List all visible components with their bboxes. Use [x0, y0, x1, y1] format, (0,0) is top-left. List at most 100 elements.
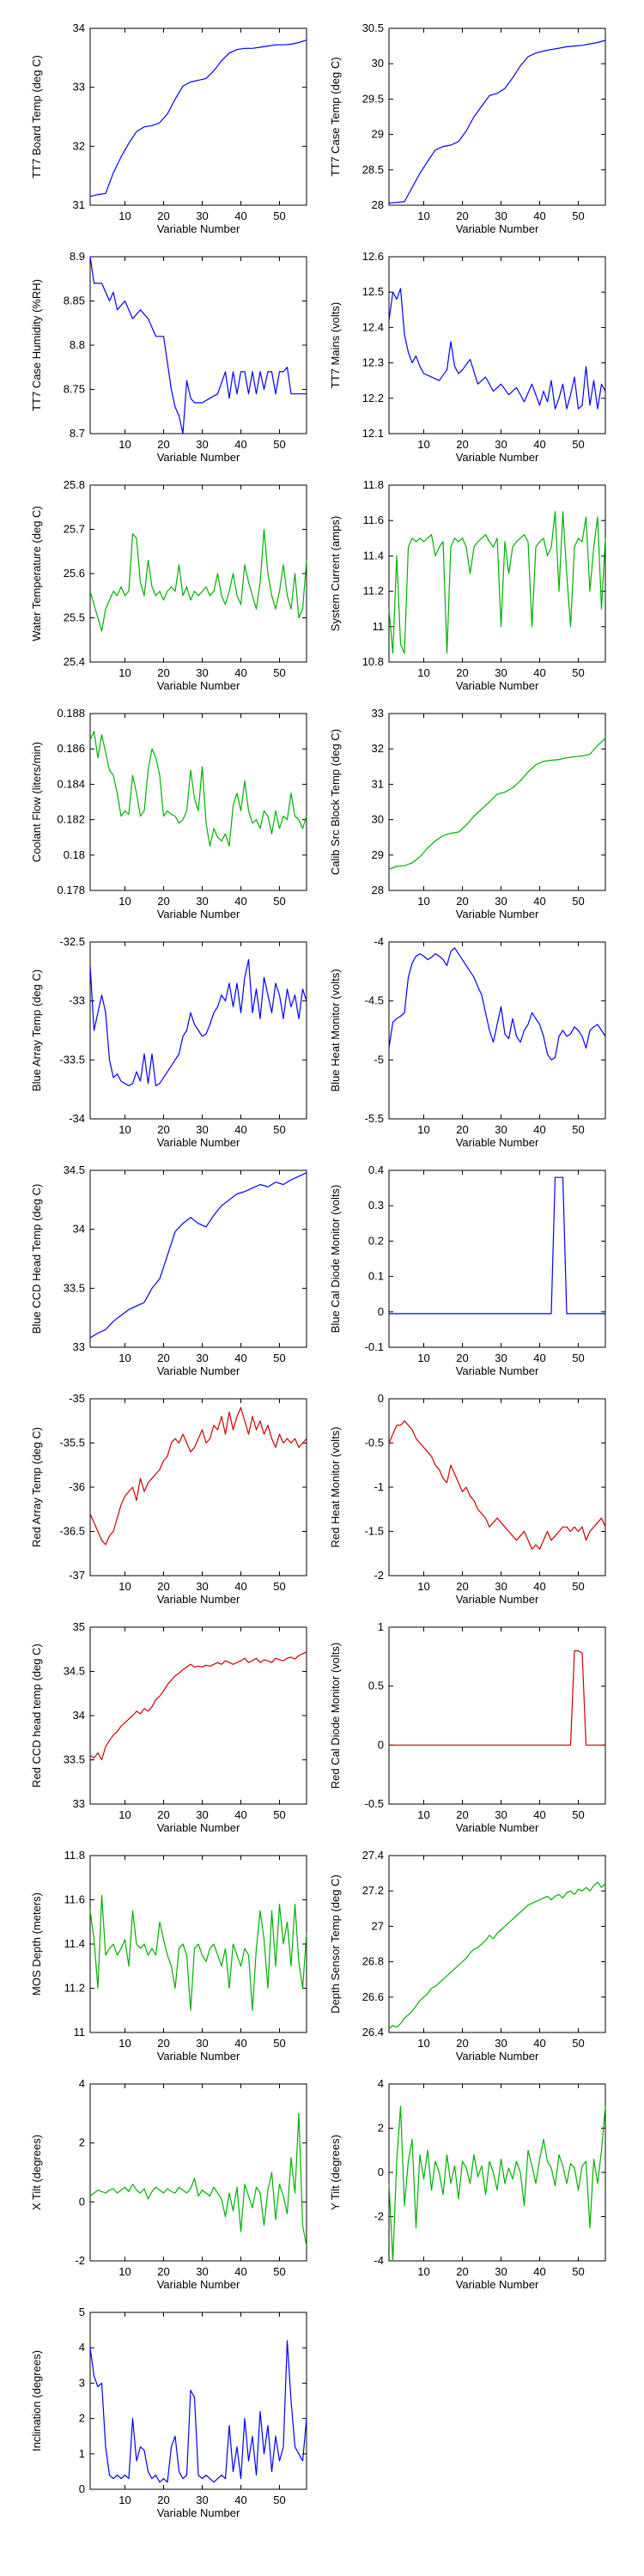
x-tick-label: 10: [417, 895, 429, 908]
x-tick-label: 30: [495, 895, 507, 908]
y-tick-label: 12.6: [362, 250, 384, 263]
y-tick-label: 3: [79, 2376, 85, 2389]
plot-frame: [388, 27, 606, 206]
series-line: [389, 1176, 605, 1315]
x-axis-label: Variable Number: [157, 1364, 240, 1377]
x-tick-label: 40: [234, 1123, 246, 1136]
x-tick-label: 30: [196, 210, 208, 222]
y-axis-label: Red Heat Monitor (volts): [329, 1427, 342, 1548]
x-tick-label: 20: [157, 2037, 169, 2050]
y-tick-label: 34.5: [64, 1163, 85, 1176]
x-tick-label: 20: [157, 1123, 169, 1136]
y-tick-label: 0.188: [57, 707, 85, 720]
chart-panel-13: -37 -36.5 -36 -35.5 -35 10 20 30 40 50 Variable Nu…: [30, 1392, 307, 1606]
y-tick-label: 0: [378, 2166, 384, 2178]
y-tick-label: 25.4: [64, 655, 85, 668]
x-tick-label: 10: [417, 1352, 429, 1364]
x-axis-label: Variable Number: [456, 1364, 539, 1377]
y-tick-label: 34: [73, 1223, 85, 1236]
plot-frame: [89, 2312, 307, 2490]
chart-panel-2: 28 28.5 29 29.5 30 30.5 10 20 30 40 50 Variable Num…: [329, 21, 606, 235]
y-tick-label: 4: [378, 2077, 384, 2090]
y-axis-label: Blue Cal Diode Monitor (volts): [329, 1185, 342, 1334]
y-tick-label: 12.3: [362, 356, 384, 369]
x-axis-label: Variable Number: [456, 2278, 539, 2291]
x-axis-label: Variable Number: [157, 2506, 240, 2519]
y-tick-label: 26.4: [362, 2026, 384, 2038]
series-line: [388, 1420, 606, 1550]
x-axis-label: Variable Number: [157, 222, 240, 235]
y-tick-label: 4: [79, 2077, 85, 2090]
x-tick-label: 20: [456, 666, 468, 679]
y-tick-label: 35: [73, 1620, 85, 1633]
x-tick-label: 10: [417, 2265, 429, 2278]
y-tick-label: 32: [73, 139, 85, 152]
y-tick-label: 12.1: [362, 427, 384, 440]
y-tick-label: 0: [378, 1738, 384, 1751]
y-tick-label: 30.5: [362, 21, 384, 34]
y-axis-label: Water Temperature (deg C): [30, 506, 43, 641]
y-tick-label: 0: [79, 2195, 85, 2208]
series-line: [89, 958, 307, 1087]
y-tick-label: -36: [69, 1480, 85, 1493]
x-tick-label: 20: [157, 2494, 169, 2506]
x-tick-label: 20: [157, 210, 169, 222]
y-tick-label: 11.4: [64, 1937, 85, 1950]
x-tick-label: 40: [234, 895, 246, 908]
y-axis-label: Coolant Flow (liters/min): [30, 742, 43, 862]
y-tick-label: 8.9: [70, 250, 85, 263]
x-axis-label: Variable Number: [157, 1821, 240, 1834]
plot-frame: [388, 256, 606, 434]
series-line: [89, 1172, 307, 1339]
y-tick-label: 0.4: [368, 1163, 384, 1176]
x-tick-label: 20: [157, 666, 169, 679]
series-line: [89, 730, 307, 848]
plot-frame: [388, 2083, 606, 2262]
y-tick-label: 0.18: [64, 848, 85, 861]
y-tick-label: -2: [374, 1569, 384, 1582]
series-line: [388, 288, 606, 410]
y-axis-label: Inclination (degrees): [30, 2350, 43, 2451]
y-axis-label: Blue Heat Monitor (volts): [329, 969, 342, 1091]
chart-panel-9: -34 -33.5 -33 -32.5 10 20 30 40 50 Variable Numbe…: [30, 935, 307, 1149]
x-tick-label: 20: [456, 1808, 468, 1821]
y-tick-label: 27: [372, 1919, 384, 1932]
x-axis-label: Variable Number: [157, 1593, 240, 1606]
x-tick-label: 50: [572, 1352, 584, 1364]
x-tick-label: 30: [495, 1352, 507, 1364]
plot-frame: [89, 1170, 307, 1348]
chart-panel-14: -2 -1.5 -1 -0.5 0 10 20 30 40 50 Variable Number Re…: [329, 1392, 606, 1606]
x-tick-label: 10: [118, 1580, 131, 1593]
chart-panel-5: 25.4 25.5 25.6 25.7 25.8 10 20 30 40 50 Variable N…: [30, 478, 307, 692]
y-axis-label: TT7 Case Temp (deg C): [329, 57, 342, 176]
x-tick-label: 10: [417, 1580, 429, 1593]
y-tick-label: 2: [79, 2136, 85, 2149]
y-tick-label: 0.184: [57, 777, 85, 790]
x-tick-label: 30: [495, 1580, 507, 1593]
y-tick-label: 31: [372, 777, 384, 790]
y-tick-label: 29: [372, 128, 384, 141]
x-tick-label: 10: [118, 2494, 131, 2506]
y-axis-label: X Tilt (degrees): [30, 2135, 43, 2210]
y-tick-label: 34.5: [64, 1665, 85, 1678]
series-line: [388, 39, 606, 204]
x-tick-label: 30: [196, 2494, 208, 2506]
y-tick-label: -0.5: [365, 1797, 384, 1810]
y-tick-label: 4: [79, 2341, 85, 2354]
y-axis-label: Blue Array Temp (deg C): [30, 969, 43, 1091]
x-axis-label: Variable Number: [456, 1136, 539, 1149]
x-tick-label: 50: [273, 438, 285, 451]
x-tick-label: 20: [157, 1580, 169, 1593]
x-tick-label: 20: [456, 1123, 468, 1136]
chart-panel-16: -0.5 0 0.5 1 10 20 30 40 50 Variable Number Red Ca…: [329, 1620, 606, 1834]
y-tick-label: 32: [372, 742, 384, 755]
series-line: [389, 1649, 605, 1746]
y-tick-label: 11.6: [363, 513, 384, 526]
y-axis-label: TT7 Mains (volts): [329, 302, 342, 388]
x-tick-label: 40: [234, 1808, 246, 1821]
y-tick-label: 0.182: [57, 813, 85, 826]
y-axis-label: Red Array Temp (deg C): [30, 1427, 43, 1547]
series-line: [388, 2105, 606, 2262]
x-axis-label: Variable Number: [456, 908, 539, 920]
x-tick-label: 40: [234, 2037, 246, 2050]
